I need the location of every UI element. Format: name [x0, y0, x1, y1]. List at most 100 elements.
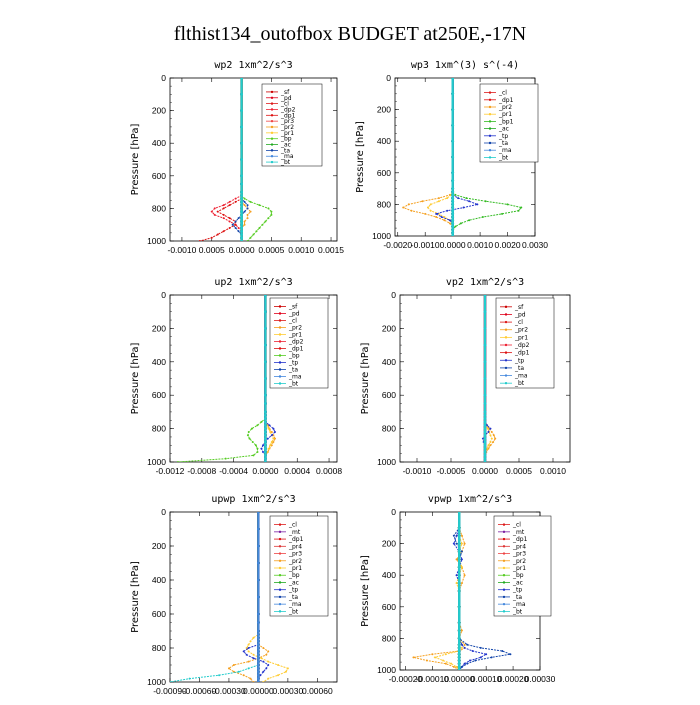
data-point: [237, 217, 240, 220]
data-point: [457, 629, 461, 632]
data-point: [460, 665, 463, 668]
data-point: [237, 226, 240, 229]
data-point: [489, 427, 492, 430]
data-point: [270, 434, 273, 437]
legend: _cl_mt_dp1_pr4_pr3_pr2_pr1_bp_ac_tp_ta_m…: [493, 515, 552, 617]
data-point: [267, 447, 270, 450]
data-point: [272, 437, 275, 440]
legend-marker: [504, 381, 508, 385]
legend-label: _pd: [280, 95, 292, 102]
legend-marker: [270, 119, 274, 123]
legend-label: _dp1: [514, 350, 530, 357]
data-point: [451, 155, 455, 159]
data-point: [460, 582, 463, 585]
panel-2: wp3 1xm^(3) s^(-4)02004006008001000-0.00…: [355, 60, 548, 250]
data-point: [249, 677, 252, 680]
legend-marker: [278, 602, 282, 606]
data-point: [240, 158, 243, 161]
legend-marker: [488, 156, 492, 159]
data-point: [286, 667, 289, 670]
legend-label: _pr4: [288, 543, 302, 550]
legend-marker: [278, 368, 282, 371]
data-point: [264, 423, 267, 427]
data-point: [476, 203, 479, 206]
data-point: [490, 430, 493, 433]
data-point: [270, 440, 273, 443]
data-point: [222, 213, 225, 216]
x-tick-label: 0.00060: [302, 686, 333, 696]
data-point: [257, 667, 260, 670]
y-tick-label: 400: [152, 575, 166, 585]
legend-label: _cl: [514, 319, 523, 326]
data-point: [252, 233, 255, 236]
data-point: [243, 220, 246, 223]
plot-area: [198, 78, 273, 241]
data-point: [442, 659, 445, 662]
legend-marker: [488, 149, 492, 152]
data-point: [268, 424, 271, 427]
data-point: [258, 204, 261, 207]
legend-label: _sf: [280, 89, 290, 96]
data-point: [240, 236, 243, 240]
y-tick-label: 600: [377, 168, 391, 178]
data-point: [483, 453, 487, 457]
legend-label: _pr1: [288, 565, 302, 572]
data-point: [257, 612, 260, 616]
data-point: [245, 653, 248, 656]
y-tick-label: 400: [382, 570, 396, 580]
legend-marker: [502, 602, 506, 606]
data-point: [262, 681, 265, 682]
data-point: [256, 424, 259, 427]
data-point: [234, 223, 237, 226]
data-point: [247, 430, 250, 433]
legend-label: _ac: [288, 579, 299, 586]
data-point: [269, 430, 272, 433]
data-point: [264, 433, 267, 437]
data-point: [264, 440, 267, 444]
y-tick-label: 1000: [377, 457, 396, 467]
legend-marker: [270, 155, 274, 158]
data-point: [455, 534, 458, 537]
series-line-bt: [170, 512, 259, 682]
legend-label: _pr2: [280, 124, 294, 131]
y-tick-label: 0: [161, 73, 166, 83]
legend-marker: [278, 574, 282, 577]
legend-marker: [502, 537, 506, 541]
legend-label: _cl: [498, 90, 507, 97]
legend-marker: [504, 343, 508, 347]
x-tick-label: 0.0004: [284, 466, 310, 476]
x-tick-label: 0.00010: [471, 674, 502, 684]
legend-label: _ac: [280, 142, 291, 149]
legend-marker: [278, 537, 282, 541]
data-point: [483, 417, 487, 420]
legend-marker: [504, 359, 508, 362]
y-tick-label: 0: [386, 73, 391, 83]
legend-label: _pr3: [288, 551, 302, 558]
figure-title: flthist134_outofbox BUDGET at250E,-17N: [174, 23, 526, 45]
data-point: [252, 657, 255, 660]
data-point: [257, 663, 260, 667]
data-point: [257, 650, 260, 653]
data-point: [457, 526, 461, 530]
data-point: [243, 200, 246, 203]
data-point: [257, 646, 260, 650]
legend-label: _bt: [288, 608, 299, 615]
data-point: [434, 656, 436, 659]
data-point: [246, 204, 249, 207]
data-point: [240, 174, 243, 178]
data-point: [257, 653, 260, 657]
legend-marker: [502, 566, 506, 570]
data-point: [267, 427, 270, 430]
y-tick-label: 600: [382, 390, 396, 400]
legend-label: _pr2: [288, 325, 302, 332]
legend-label: _pr1: [280, 130, 294, 137]
data-point: [240, 182, 243, 186]
legend-marker: [504, 320, 508, 324]
data-point: [257, 636, 260, 640]
legend-label: _pr2: [288, 558, 302, 565]
legend-marker: [502, 530, 506, 534]
y-axis-label: Pressure [hPa]: [360, 555, 371, 627]
legend-label: _dp2: [280, 106, 296, 113]
